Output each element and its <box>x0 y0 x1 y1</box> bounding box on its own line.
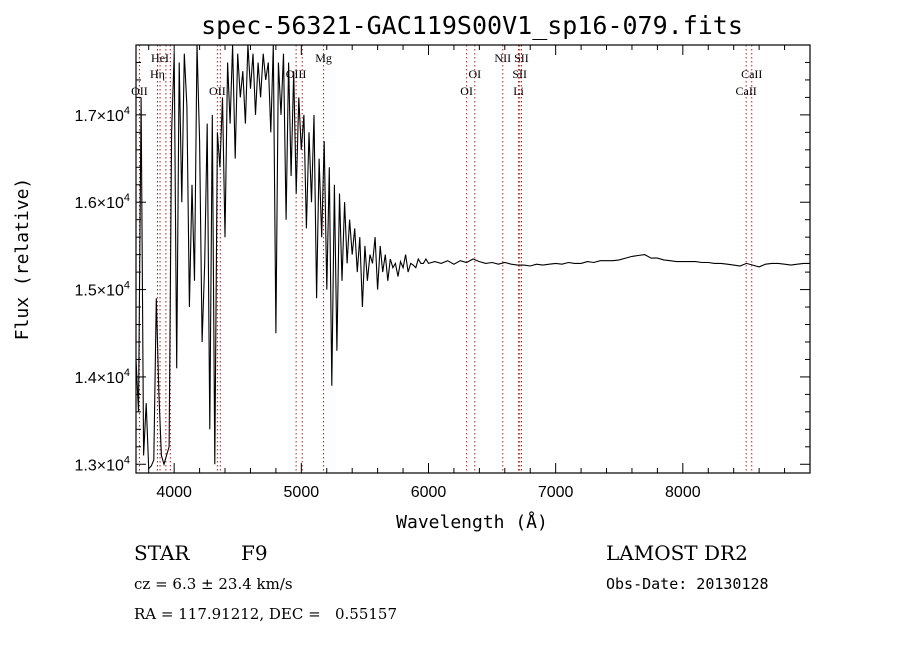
y-tick-label: 1.5×104 <box>74 280 130 300</box>
spectral-line-label: HeI <box>151 51 169 65</box>
x-tick-label: 6000 <box>411 484 447 501</box>
spectral-line-label: Hη <box>150 67 165 81</box>
spectral-line-label: OII <box>209 84 226 98</box>
plot-frame <box>135 44 811 474</box>
spectral-line-label: CaII <box>741 67 762 81</box>
obs-date: Obs-Date: 20130128 <box>606 575 769 593</box>
x-tick-label: 5000 <box>284 484 320 501</box>
y-tick-label: 1.4×104 <box>74 367 130 387</box>
spectral-line-label: OII <box>131 84 148 98</box>
spectral-line-label: CaII <box>735 84 756 98</box>
spectral-line-label: SII <box>512 67 527 81</box>
spectrum-line <box>136 45 810 470</box>
spectral-line-label: Mg <box>315 51 332 65</box>
spectral-line-label: Li <box>513 84 524 98</box>
y-axis-label: Flux (relative) <box>12 178 33 341</box>
plot-area: OIIHηHeIOIIOIIIMgOIOINIILiSIISIICaIICaII… <box>74 44 811 501</box>
chart-title: spec-56321-GAC119S00V1_sp16-079.fits <box>201 11 743 40</box>
spectral-line-label: OI <box>460 84 473 98</box>
spectral-line-label: NII <box>494 51 511 65</box>
spectral-line-label: OI <box>468 67 481 81</box>
coordinates-text: RA = 117.91212, DEC = 0.55157 <box>134 605 397 623</box>
redshift-text: cz = 6.3 ± 23.4 km/s <box>134 575 293 593</box>
spectral-subclass: F9 <box>241 541 268 565</box>
survey-name: LAMOST DR2 <box>606 541 748 565</box>
spectral-line-label: SII <box>514 51 529 65</box>
x-tick-label: 4000 <box>156 484 192 501</box>
y-tick-label: 1.7×104 <box>74 105 130 125</box>
y-tick-label: 1.6×104 <box>74 192 130 212</box>
spectral-line-label: OIII <box>286 67 307 81</box>
x-tick-label: 8000 <box>665 484 701 501</box>
x-axis-label: Wavelength (Å) <box>396 511 548 533</box>
object-class: STAR <box>134 541 190 565</box>
y-tick-label: 1.3×104 <box>74 454 130 474</box>
x-tick-label: 7000 <box>538 484 574 501</box>
